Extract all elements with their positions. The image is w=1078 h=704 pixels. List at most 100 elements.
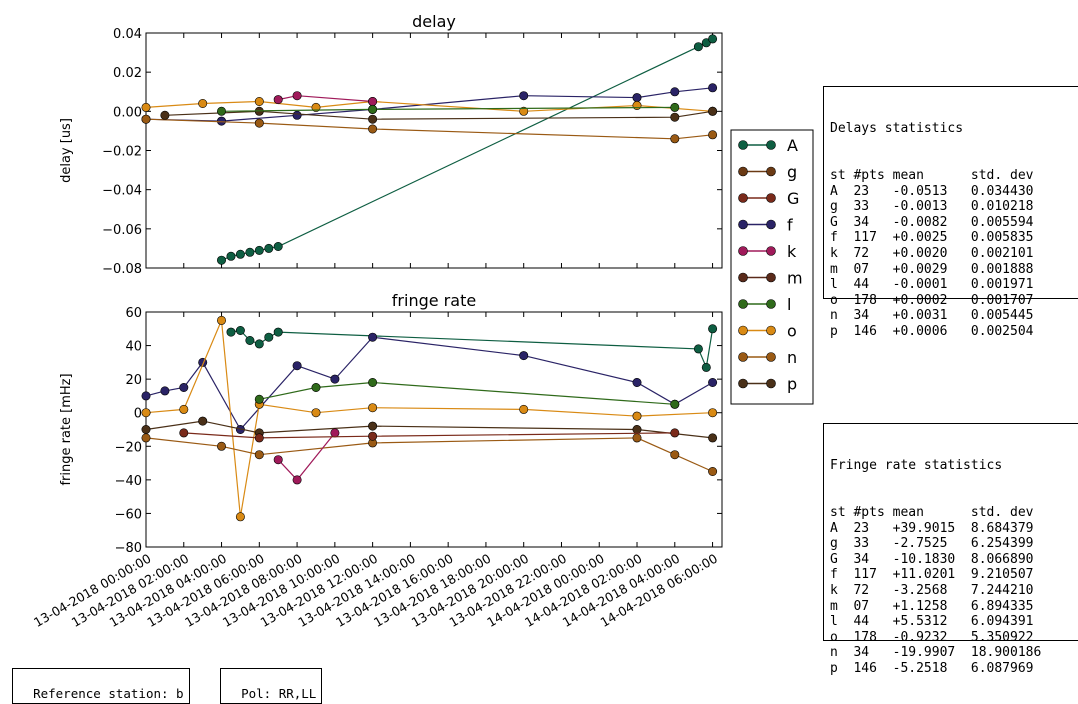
y-tick-label: −60 xyxy=(115,507,142,522)
data-point-o xyxy=(141,102,151,112)
data-point-f xyxy=(368,332,378,342)
stats-row: f 117 +0.0025 0.005835 xyxy=(830,230,1034,246)
legend-marker-o xyxy=(766,325,776,336)
stats-row: p 146 +0.0006 0.002504 xyxy=(830,323,1034,339)
polarization-label: Pol: RR,LL xyxy=(241,686,317,701)
y-tick-label: −40 xyxy=(115,474,142,489)
y-tick-label: −20 xyxy=(115,440,142,455)
stats-row: A 23 -0.0513 0.034430 xyxy=(830,183,1034,199)
legend-marker-g xyxy=(738,166,748,177)
data-point-A xyxy=(217,255,227,265)
delay-stats-box: Delays statistics st #pts mean std. dev A… xyxy=(823,86,1078,339)
legend-label-k: k xyxy=(787,242,797,261)
data-point-A xyxy=(235,325,245,335)
data-point-f xyxy=(708,377,718,387)
data-point-A xyxy=(708,34,718,44)
data-point-A xyxy=(264,332,274,342)
legend-marker-m xyxy=(766,272,776,283)
data-point-l xyxy=(311,382,321,392)
stats-row: g 33 -2.7525 6.254399 xyxy=(830,536,1034,552)
data-point-o xyxy=(217,315,227,325)
legend-label-p: p xyxy=(787,375,797,394)
data-point-k xyxy=(292,91,302,101)
legend-marker-n xyxy=(738,352,748,362)
stats-row: G 34 -10.1830 8.066890 xyxy=(830,551,1034,567)
series-line-p xyxy=(145,420,713,439)
legend-marker-m xyxy=(738,272,748,283)
data-point-n xyxy=(217,441,227,451)
data-point-f xyxy=(632,93,642,103)
legend-label-A: A xyxy=(787,136,798,155)
data-point-A xyxy=(693,344,703,354)
stats-header-row: st #pts mean std. dev xyxy=(830,504,1034,520)
y-axis-label: delay [us] xyxy=(59,118,74,183)
legend-marker-G xyxy=(766,193,776,203)
y-tick-label: −0.04 xyxy=(102,184,142,199)
panel-title: delay xyxy=(412,12,456,31)
y-tick-label: 0.04 xyxy=(113,27,142,42)
data-point-l xyxy=(217,106,227,116)
data-point-f xyxy=(670,87,680,97)
data-point-o xyxy=(235,512,245,522)
legend-label-l: l xyxy=(787,295,791,314)
data-point-p xyxy=(141,424,151,434)
plot-frame xyxy=(145,32,723,269)
data-point-k xyxy=(368,97,378,107)
stats-row: l 44 +5.5312 6.094391 xyxy=(830,614,1034,630)
y-tick-label: 20 xyxy=(125,373,142,388)
data-point-f xyxy=(519,91,529,101)
legend-marker-f xyxy=(766,219,776,230)
y-tick-label: 0.00 xyxy=(113,105,142,120)
data-point-p xyxy=(368,114,378,124)
data-point-l xyxy=(254,394,264,404)
data-point-G xyxy=(179,428,189,438)
rate-stats-box: Fringe rate statistics st #pts mean std.… xyxy=(823,423,1078,676)
rate-stats-title: Fringe rate statistics xyxy=(830,458,1003,474)
data-point-A xyxy=(245,247,255,257)
stats-row: p 146 -5.2518 6.087969 xyxy=(830,660,1034,676)
data-point-f xyxy=(708,83,718,93)
y-tick-label: −0.08 xyxy=(102,262,142,277)
data-point-k xyxy=(273,95,283,105)
legend-marker-f xyxy=(738,219,748,230)
data-point-n xyxy=(368,124,378,134)
stats-row: G 34 -0.0082 0.005594 xyxy=(830,214,1034,230)
legend-marker-p xyxy=(766,378,776,389)
data-point-G xyxy=(254,433,264,443)
series-line-f xyxy=(145,87,713,122)
stats-row: o 178 -0.9232 5.350922 xyxy=(830,629,1034,645)
stats-row: g 33 -0.0013 0.010218 xyxy=(830,199,1034,215)
stats-row: A 23 +39.9015 8.684379 xyxy=(830,520,1034,536)
series-line-l xyxy=(259,381,675,405)
data-point-p xyxy=(632,424,642,434)
data-point-n xyxy=(670,450,680,460)
polarization-box: Pol: RR,LL xyxy=(220,668,323,704)
series-line-o xyxy=(145,100,713,112)
legend-marker-A xyxy=(766,140,776,150)
legend-marker-l xyxy=(738,299,748,309)
data-point-f xyxy=(292,361,302,371)
data-point-A xyxy=(693,42,703,52)
legend-marker-k xyxy=(738,246,748,256)
data-point-A xyxy=(235,249,245,259)
data-point-A xyxy=(273,327,283,337)
data-point-o xyxy=(519,106,529,116)
legend-label-m: m xyxy=(787,269,803,288)
data-point-A xyxy=(264,243,274,253)
data-point-A xyxy=(254,339,264,349)
data-point-p xyxy=(160,110,170,120)
data-point-n xyxy=(632,433,642,443)
legend-marker-p xyxy=(738,378,748,389)
reference-station-label: Reference station: b xyxy=(33,686,184,701)
legend-marker-l xyxy=(766,299,776,309)
data-point-n xyxy=(141,114,151,124)
legend-label-n: n xyxy=(787,348,797,367)
data-point-f xyxy=(160,386,170,396)
data-point-A xyxy=(226,327,236,337)
data-point-A xyxy=(245,335,255,345)
chart-canvas: delay delay [us] 0.04 0.02 0.00 −0.02 −0.04 −0.… xyxy=(31,12,814,630)
data-point-p xyxy=(670,112,680,122)
data-point-A xyxy=(273,242,283,252)
data-point-l xyxy=(670,399,680,409)
legend-label-G: G xyxy=(787,189,799,208)
